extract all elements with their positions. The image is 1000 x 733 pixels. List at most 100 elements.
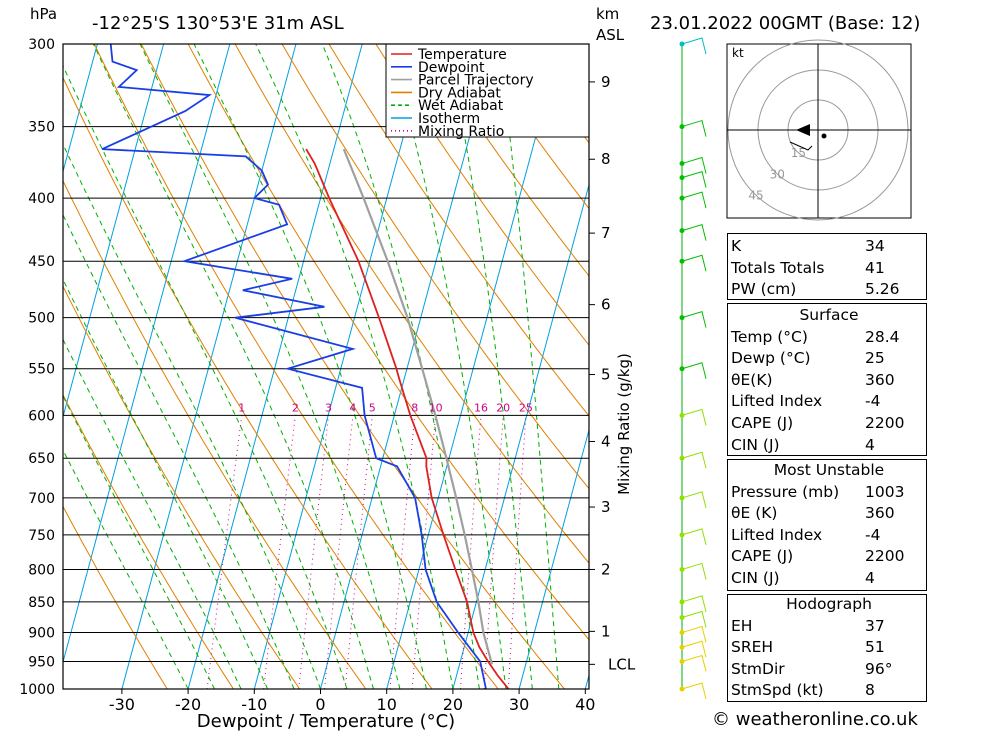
pressure-tick-label: 850: [28, 595, 55, 611]
surface-row: CAPE (J) 2200: [731, 413, 905, 432]
wind-barb: [681, 654, 707, 672]
wind-barb: [681, 595, 707, 613]
pressure-tick-label: 550: [28, 362, 55, 378]
wet-adiabat-line: [63, 278, 268, 689]
hodograph-ring-label: 15: [791, 146, 806, 160]
surface-table: Surface Temp (°C) 28.4 Dewp (°C) 25 θE(K) 3…: [727, 305, 927, 456]
dry-adiabat-line: [234, 44, 589, 564]
wet-adiabat-line: [63, 64, 348, 689]
wind-barb: [681, 610, 707, 628]
hodograph-ring-label: 30: [770, 167, 785, 181]
height-tick-label: 5: [601, 366, 611, 384]
wet-adiabat-line: [446, 44, 533, 689]
height-tick-label: 1: [601, 622, 611, 640]
background-lines: [63, 26, 1000, 689]
wind-barb: [681, 254, 707, 272]
copyright-text: © weatheronline.co.uk: [712, 709, 918, 730]
isotherm-line: [121, 44, 297, 689]
pressure-tick-label: 950: [28, 655, 55, 671]
wind-barb: [681, 408, 707, 426]
mixing-ratio-line: [344, 415, 373, 689]
plot-frame: [62, 43, 590, 690]
most-unstable-box: [727, 459, 927, 591]
pressure-tick-label: 750: [28, 528, 55, 544]
isotherm-line: [63, 44, 165, 419]
mixing-ratio-line: [507, 415, 527, 689]
wet-adiabat-line: [63, 395, 216, 689]
pressure-unit-label: hPa: [30, 5, 57, 23]
wet-adiabat-line: [63, 338, 242, 689]
dry-adiabat-line: [63, 179, 367, 689]
storm-motion-dot: [821, 133, 827, 139]
most-unstable-row: CAPE (J) 2200: [731, 547, 905, 566]
pressure-tick-label: 800: [28, 562, 55, 578]
dry-adiabat-line: [93, 44, 499, 689]
pressure-tick-label: 600: [28, 408, 55, 424]
surface-box: [727, 303, 927, 456]
pressure-tick-label: 300: [28, 37, 55, 53]
wind-barb: [681, 562, 707, 580]
indices-box: [727, 233, 927, 300]
dry-adiabat-line: [922, 26, 1000, 689]
surface-row: CIN (J) 4: [731, 435, 875, 454]
wind-barb: [681, 311, 707, 328]
dry-adiabat-line: [140, 44, 565, 689]
isotherm-line: [518, 428, 589, 689]
hodograph-title: Hodograph: [786, 595, 872, 613]
most-unstable-title: Most Unstable: [773, 461, 885, 479]
dry-adiabat-line: [281, 44, 589, 490]
mixing-ratio-label: 25: [519, 401, 533, 414]
dry-adiabat-line: [328, 44, 589, 417]
wind-barb: [681, 451, 707, 469]
pressure-tick-label: 700: [28, 491, 55, 507]
legend-label: Dewpoint: [418, 60, 485, 76]
mixing-ratio-line: [298, 415, 329, 689]
legend-box: [385, 43, 590, 138]
x-axis-label: Dewpoint / Temperature (°C): [197, 711, 455, 732]
legend-label: Wet Adiabat: [418, 98, 504, 114]
mixing-ratio-label: 3: [325, 401, 332, 414]
index-row: K 34: [731, 237, 885, 255]
mixing-ratio-label: 2: [292, 401, 299, 414]
pressure-tick-label: 400: [28, 191, 55, 207]
wind-barb: [681, 171, 707, 188]
mixing-ratio-line: [263, 415, 296, 689]
x-tick-label: 40: [575, 695, 595, 714]
hodograph-trace: [789, 141, 813, 151]
wet-adiabat-line: [193, 44, 427, 689]
wind-barb: [681, 156, 707, 174]
wind-barb: [681, 37, 707, 55]
mixing-ratio-label: 8: [411, 401, 418, 414]
pressure-tick-label: 650: [28, 451, 55, 467]
pressure-tick-label: 350: [28, 120, 55, 136]
mixing-ratio-label: 20: [496, 401, 510, 414]
pressure-tick-label: 900: [28, 626, 55, 642]
wind-barb: [681, 223, 707, 241]
series-parcel-trajectory: [342, 148, 494, 665]
most-unstable-title-row: Most Unstable: [727, 460, 927, 482]
wind-profile: [679, 37, 707, 700]
most-unstable-row: Lifted Index -4: [731, 525, 881, 544]
surface-row: Dewp (°C) 25: [731, 349, 885, 368]
mixing-ratio-label: 5: [369, 401, 376, 414]
wet-adiabat-line: [63, 143, 321, 689]
pressure-tick-label: 1000: [19, 682, 55, 698]
wet-adiabat-line: [139, 44, 401, 689]
dry-adiabat-line: [375, 44, 589, 347]
hodograph-row: SREH 51: [731, 638, 885, 657]
x-tick-label: 0: [315, 695, 325, 714]
height-unit-asl: ASL: [596, 26, 625, 44]
wet-adiabat-line: [498, 44, 560, 689]
x-tick-label: -20: [175, 695, 201, 714]
wet-adiabat-line: [387, 44, 507, 689]
height-unit-km: km: [596, 5, 619, 23]
mixing-ratio-line: [389, 415, 416, 689]
x-tick-label: -30: [109, 695, 135, 714]
surface-row: Temp (°C) 28.4: [731, 327, 900, 346]
wind-barb: [681, 640, 707, 658]
height-tick-label: 3: [601, 498, 611, 516]
index-row: Totals Totals 41: [731, 258, 885, 277]
most-unstable-table: Most Unstable Pressure (mb) 1003 θE (K) 36…: [727, 460, 927, 590]
